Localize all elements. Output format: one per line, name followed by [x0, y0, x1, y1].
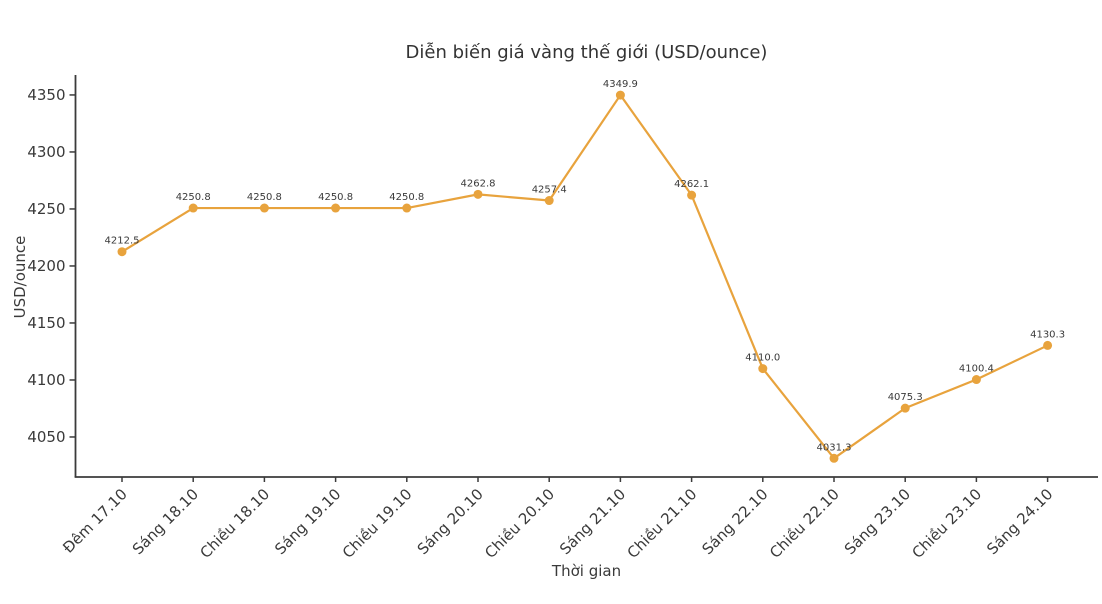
data-point-label: 4257.4: [532, 185, 567, 196]
data-point-label: 4262.1: [674, 179, 709, 190]
data-point-marker: [473, 189, 483, 199]
x-tick-label: Sáng 22.10: [698, 485, 771, 558]
data-point-marker: [1043, 340, 1053, 350]
data-point-marker: [900, 403, 910, 413]
data-point-label: 4250.8: [389, 192, 424, 203]
x-tick-label: Sáng 19.10: [271, 485, 344, 558]
data-point-marker: [544, 196, 554, 206]
x-tick-label: Đêm 17.10: [59, 485, 131, 557]
data-point-marker: [259, 203, 269, 213]
data-point-label: 4250.8: [318, 192, 353, 203]
x-axis-label: Thời gian: [551, 562, 622, 580]
data-point-label: 4212.5: [105, 236, 140, 247]
x-tick-label: Sáng 23.10: [841, 485, 914, 558]
price-line: [121, 93, 1049, 460]
data-point-label: 4075.3: [888, 392, 923, 403]
x-tick-label: Chiều 20.10: [481, 485, 558, 562]
data-point-marker: [402, 203, 412, 213]
x-tick-label: Sáng 20.10: [414, 485, 487, 558]
y-axis-label: USD/ounce: [11, 235, 29, 319]
data-point-label: 4262.8: [461, 178, 496, 189]
data-point-label: 4031.3: [817, 442, 852, 453]
y-tick-label: 4300: [27, 143, 65, 161]
y-tick-label: 4150: [27, 314, 65, 332]
data-point-marker: [331, 203, 341, 213]
x-tick-label: Chiều 22.10: [766, 485, 843, 562]
data-point-label: 4100.4: [959, 364, 994, 375]
x-tick-label: Chiều 21.10: [624, 485, 701, 562]
data-point-marker: [829, 453, 839, 463]
data-point-label: 4250.8: [176, 192, 211, 203]
y-tick-label: 4250: [27, 200, 65, 218]
chart-title: Diễn biến giá vàng thế giới (USD/ounce): [405, 42, 768, 63]
data-point-label: 4250.8: [247, 192, 282, 203]
x-tick-label: Sáng 24.10: [983, 485, 1056, 558]
data-point-label: 4110.0: [745, 353, 780, 364]
y-tick-label: 4200: [27, 257, 65, 275]
data-point-marker: [188, 203, 198, 213]
data-point-marker: [615, 90, 625, 100]
data-point-label: 4130.3: [1030, 329, 1065, 340]
y-tick-label: 4100: [27, 371, 65, 389]
data-point-marker: [971, 375, 981, 385]
y-tick-label: 4050: [27, 428, 65, 446]
x-tick-label: Chiều 18.10: [196, 485, 273, 562]
y-tick-label: 4350: [27, 86, 65, 104]
x-tick-label: Sáng 18.10: [129, 485, 202, 558]
x-tick-label: Chiều 23.10: [908, 485, 985, 562]
data-point-label: 4349.9: [603, 79, 638, 90]
data-point-marker: [758, 364, 768, 374]
x-tick-label: Chiều 19.10: [339, 485, 416, 562]
data-point-marker: [687, 190, 697, 200]
data-point-marker: [117, 247, 127, 257]
x-tick-label: Sáng 21.10: [556, 485, 629, 558]
